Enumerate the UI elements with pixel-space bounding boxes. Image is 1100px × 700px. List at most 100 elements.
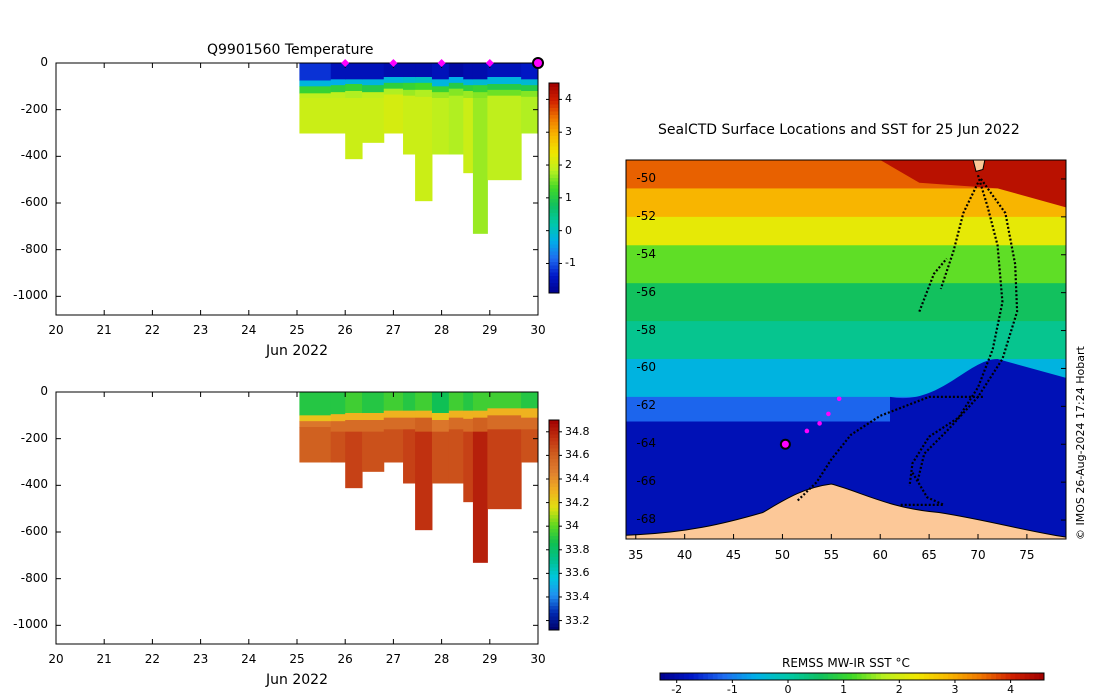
temperature-section-colorbar-swatch [549, 160, 559, 164]
map-ytick-label: -52 [636, 208, 656, 223]
salinity-section-colorbar-swatch [549, 563, 559, 568]
salinity-section-cell [362, 431, 385, 472]
temperature-section-xtick-label: 20 [48, 323, 64, 337]
temperature-section-colorbar-swatch [549, 233, 559, 238]
salinity-section-cell [362, 392, 385, 414]
temperature-section-cell [415, 77, 433, 84]
temperature-section-colorbar-swatch [549, 209, 559, 213]
temperature-section-cell [448, 95, 464, 155]
sst-colorbar-swatch [871, 673, 877, 680]
sst-colorbar-swatch [967, 673, 973, 680]
map-xtick-label: 55 [823, 548, 839, 562]
temperature-section-cell [521, 96, 539, 134]
salinity-section-ytick-label: -600 [20, 524, 48, 538]
salinity-section-colorbar-swatch [549, 451, 559, 456]
salinity-section-cell [521, 417, 539, 430]
temperature-section-cell [415, 82, 433, 91]
temperature-section-cell [472, 98, 488, 234]
salinity-section-colorbar-swatch [549, 437, 559, 442]
sst-colorbar-swatch [698, 673, 704, 680]
temperature-section-ytick-label: -600 [20, 195, 48, 209]
sst-colorbar-tick-label: 3 [951, 683, 959, 696]
sst-colorbar-swatch [952, 673, 959, 680]
salinity-section-cell [463, 392, 474, 412]
temperature-section-colorbar-swatch [549, 205, 559, 210]
temperature-section-cell [403, 63, 416, 78]
salinity-section-colorbar-swatch [549, 500, 559, 505]
temperature-section-colorbar-swatch [549, 174, 559, 178]
salinity-section-ytick-label: -200 [20, 430, 48, 445]
map-xtick-label: 70 [970, 548, 986, 562]
sst-colorbar-swatch [876, 673, 882, 680]
salinity-section-cell [521, 392, 539, 409]
sst-colorbar-swatch [1020, 673, 1026, 680]
salinity-section-cell [431, 431, 450, 484]
salinity-section-cell [431, 420, 450, 433]
temperature-section-colorbar-swatch [549, 118, 559, 122]
salinity-section-colorbar-swatch [549, 444, 559, 449]
salinity-section-xtick-label: 30 [530, 652, 546, 666]
salinity-section-colorbar-swatch [549, 525, 559, 529]
temperature-section-colorbar-swatch [549, 289, 559, 294]
sst-colorbar-label: REMSS MW-IR SST °C [782, 656, 910, 670]
salinity-section-colorbar-swatch [549, 455, 559, 459]
map-xtick-label: 60 [872, 548, 888, 562]
salinity-section-colorbar-swatch [549, 469, 559, 473]
temperature-section-colorbar-swatch [549, 230, 559, 234]
sst-colorbar-swatch [756, 673, 762, 680]
temperature-section-ytick-label: -1000 [13, 288, 48, 303]
temperature-section-cell [521, 91, 539, 98]
salinity-section-cell [299, 427, 332, 463]
sst-colorbar-swatch [722, 673, 728, 680]
temperature-section-ytick-label: -400 [20, 148, 48, 163]
temperature-section-colorbar-swatch [549, 83, 559, 87]
profile-marker [389, 59, 398, 67]
salinity-section-colorbar-swatch [549, 539, 559, 543]
temperature-section-colorbar-swatch [549, 191, 559, 196]
salinity-section-colorbar-swatch [549, 612, 559, 617]
temperature-section-cell [487, 89, 522, 97]
salinity-section-cell [299, 421, 332, 428]
sst-colorbar-swatch [919, 673, 925, 680]
temperature-section-cell [487, 63, 522, 78]
sst-colorbar-swatch [717, 673, 723, 680]
temperature-section-colorbar-swatch [549, 163, 559, 168]
salinity-section-cell [415, 410, 433, 419]
salinity-section-cell [448, 417, 464, 430]
sst-colorbar-swatch [885, 673, 891, 680]
sst-colorbar-swatch [679, 673, 685, 680]
temperature-section-colorbar-swatch [549, 125, 559, 129]
temperature-section-cell [521, 79, 539, 86]
sst-colorbar-swatch [727, 673, 733, 680]
salinity-section-colorbar-swatch [549, 420, 559, 424]
sst-colorbar-swatch [900, 673, 906, 680]
salinity-section-cell [330, 392, 346, 415]
sst-colorbar-swatch [684, 673, 690, 680]
temperature-section-colorbar-swatch [549, 121, 559, 126]
salinity-section-cell [362, 413, 385, 421]
salinity-section-colorbar-swatch [549, 514, 559, 519]
salinity-section-cell [487, 415, 522, 430]
sst-colorbar-tick-label: 0 [784, 683, 792, 696]
salinity-section-ytick-label: -800 [20, 570, 48, 585]
sst-colorbar-swatch [780, 673, 786, 680]
salinity-section-cell [521, 429, 539, 463]
salinity-section-cell [487, 392, 522, 409]
temperature-section-cell [330, 63, 346, 80]
temperature-section-cell [362, 63, 385, 80]
sst-colorbar-swatch [669, 673, 675, 680]
salinity-section-colorbar-swatch [549, 493, 559, 498]
salinity-section-colorbar-swatch [549, 588, 559, 592]
temperature-section-colorbar-swatch [549, 219, 559, 224]
sst-colorbar-swatch [660, 673, 666, 680]
antarctica-land [625, 483, 1067, 540]
latest-profile-location [779, 438, 791, 450]
sst-colorbar-tick-label: 1 [840, 683, 848, 696]
temperature-section-colorbar-swatch [549, 216, 559, 220]
map-title: SealCTD Surface Locations and SST for 25… [658, 122, 1020, 138]
salinity-section-xtick-label: 25 [289, 652, 305, 666]
sst-colorbar-swatch [770, 673, 776, 680]
salinity-section-xtick-label: 22 [144, 652, 161, 666]
animal-track [918, 257, 948, 312]
